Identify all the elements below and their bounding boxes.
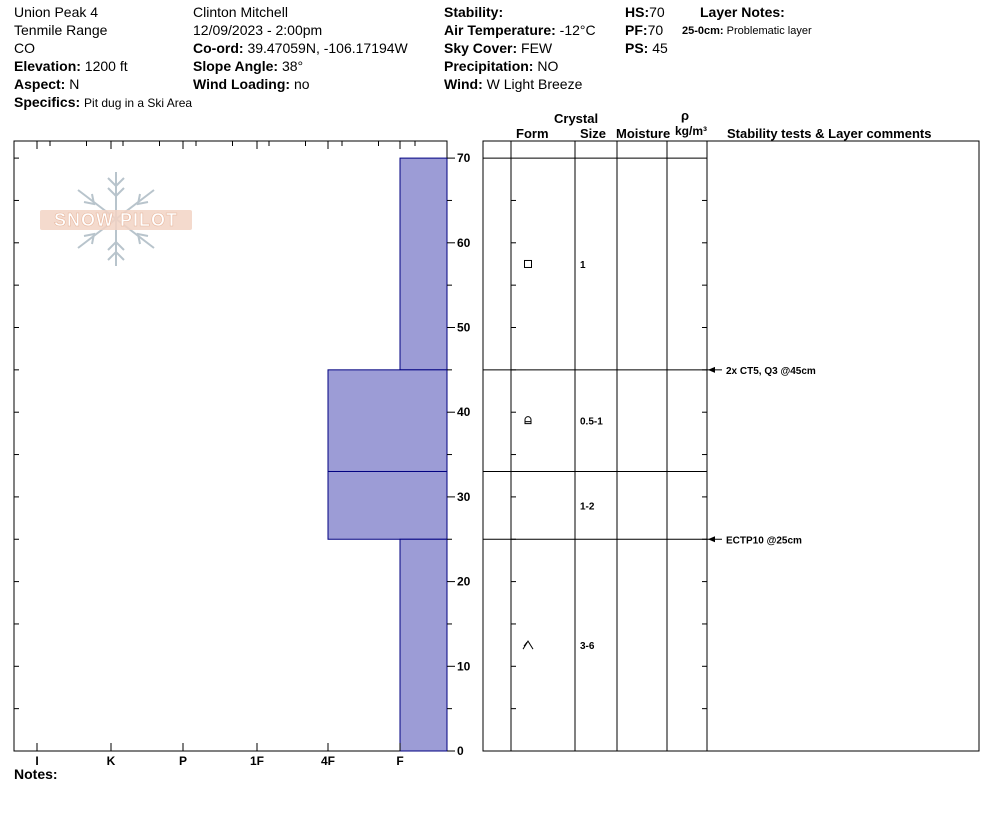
slope-value: 38°	[281, 58, 304, 74]
elevation-row: Elevation: 1200 ft	[14, 58, 128, 75]
crystal-size: 3-6	[580, 641, 595, 652]
layer-note-range: 25-0cm:	[682, 25, 724, 37]
elevation-label: Elevation:	[14, 58, 81, 74]
stability-test-label: 2x CT5, Q3 @45cm	[726, 366, 816, 377]
wind-label: Wind:	[444, 76, 483, 92]
stability-test-label: ECTP10 @25cm	[726, 535, 802, 546]
observer-name: Clinton Mitchell	[193, 4, 288, 20]
air-temp-label: Air Temperature:	[444, 22, 556, 38]
slope-row: Slope Angle: 38°	[193, 58, 303, 75]
aspect-label: Aspect:	[14, 76, 66, 92]
coord-value: 39.47059N, -106.17194W	[247, 40, 408, 56]
hs-row: HS:70	[625, 4, 665, 21]
hardness-bar	[399, 157, 448, 371]
hardness-bar	[399, 538, 448, 752]
ps-value: 45	[652, 40, 668, 56]
precipitation-value: NO	[537, 58, 559, 74]
stability-row: Stability:	[444, 4, 503, 21]
snowpilot-logo: SNOW PILOT	[40, 172, 192, 266]
depth-label: 0	[457, 744, 464, 758]
state: CO	[14, 40, 35, 56]
air-temp-value: -12°C	[559, 22, 596, 38]
depth-label: 10	[457, 659, 471, 673]
hardness-bar	[327, 369, 448, 472]
hardness-label: K	[107, 754, 116, 768]
coordinates-row: Co-ord: 39.47059N, -106.17194W	[193, 40, 408, 57]
hardness-label: F	[396, 754, 403, 768]
ps-row: PS: 45	[625, 40, 668, 57]
depth-hoar-icon	[522, 640, 534, 650]
coord-label: Co-ord:	[193, 40, 244, 56]
depth-label: 40	[457, 405, 471, 419]
layer-table: 1 0.5-1 1-2 3-6 2x CT5, Q3 @45cm ECTP10 @25cm	[482, 140, 980, 752]
specifics-value: Pit dug in a Ski Area	[84, 96, 193, 110]
hardness-profile: I K P 1F 4F F 0 10 20 30 40 50 60 70	[13, 140, 471, 768]
pf-row: PF:70	[625, 22, 663, 39]
faceted-square-icon	[524, 259, 532, 268]
depth-label: 50	[457, 321, 471, 335]
hardness-label: I	[35, 754, 38, 768]
elevation-value: 1200 ft	[84, 58, 128, 74]
air-temp-row: Air Temperature: -12°C	[444, 22, 596, 39]
specifics-row: Specifics: Pit dug in a Ski Area	[14, 94, 192, 112]
density-unit-header: kg/m³	[675, 124, 708, 138]
depth-label: 70	[457, 151, 471, 165]
depth-label: 20	[457, 575, 471, 589]
hardness-label: P	[179, 754, 187, 768]
wind-value: W Light Breeze	[486, 76, 583, 92]
mountain-range: Tenmile Range	[14, 22, 108, 38]
depth-label: 60	[457, 236, 471, 250]
specifics-label: Specifics:	[14, 94, 81, 110]
wind-loading-label: Wind Loading:	[193, 76, 291, 92]
arrow-icon	[708, 536, 715, 543]
wind-loading-value: no	[293, 76, 310, 92]
layer-note-entry: 25-0cm: Problematic layer	[682, 23, 812, 40]
precipitation-label: Precipitation:	[444, 58, 534, 74]
crystal-header: Crystal	[554, 111, 599, 126]
ps-label: PS:	[625, 40, 649, 56]
slope-label: Slope Angle:	[193, 58, 279, 74]
sky-cover-row: Sky Cover: FEW	[444, 40, 552, 57]
site-name: Union Peak 4	[14, 4, 99, 20]
notes-label: Notes:	[14, 766, 58, 782]
layer-table-frame	[482, 140, 980, 752]
rounding-facet-shape	[524, 416, 532, 425]
pf-label: PF:	[625, 22, 648, 38]
hs-value: 70	[649, 4, 665, 20]
moisture-header: Moisture	[616, 126, 671, 141]
depth-label: 30	[457, 490, 471, 504]
layer-notes-title: Layer Notes:	[700, 4, 785, 20]
aspect-row: Aspect: N	[14, 76, 79, 93]
observation-datetime: 12/09/2023 - 2:00pm	[193, 22, 323, 38]
hardness-label: 4F	[321, 754, 335, 768]
crystal-size: 1	[580, 260, 586, 271]
rounding-facet-icon	[524, 416, 532, 425]
hardness-label: 1F	[250, 754, 264, 768]
wind-loading-row: Wind Loading: no	[193, 76, 310, 93]
pf-value: 70	[647, 22, 664, 38]
size-header: Size	[580, 126, 607, 141]
stability-tests-header: Stability tests & Layer comments	[727, 126, 932, 141]
hs-label: HS:	[625, 4, 650, 20]
crystal-size: 1-2	[580, 501, 595, 512]
density-rho-header: ρ	[681, 108, 690, 123]
wind-row: Wind: W Light Breeze	[444, 76, 582, 93]
aspect-value: N	[69, 76, 80, 92]
layer-note-text: Problematic layer	[726, 25, 812, 37]
form-header: Form	[516, 126, 549, 141]
arrow-icon	[708, 366, 715, 373]
precipitation-row: Precipitation: NO	[444, 58, 558, 75]
stability-label: Stability:	[444, 4, 504, 20]
crystal-size: 0.5-1	[580, 417, 603, 428]
sky-cover-value: FEW	[521, 40, 553, 56]
sky-cover-label: Sky Cover:	[444, 40, 518, 56]
logo-text: SNOW PILOT	[54, 210, 178, 230]
hardness-bar	[327, 470, 448, 540]
